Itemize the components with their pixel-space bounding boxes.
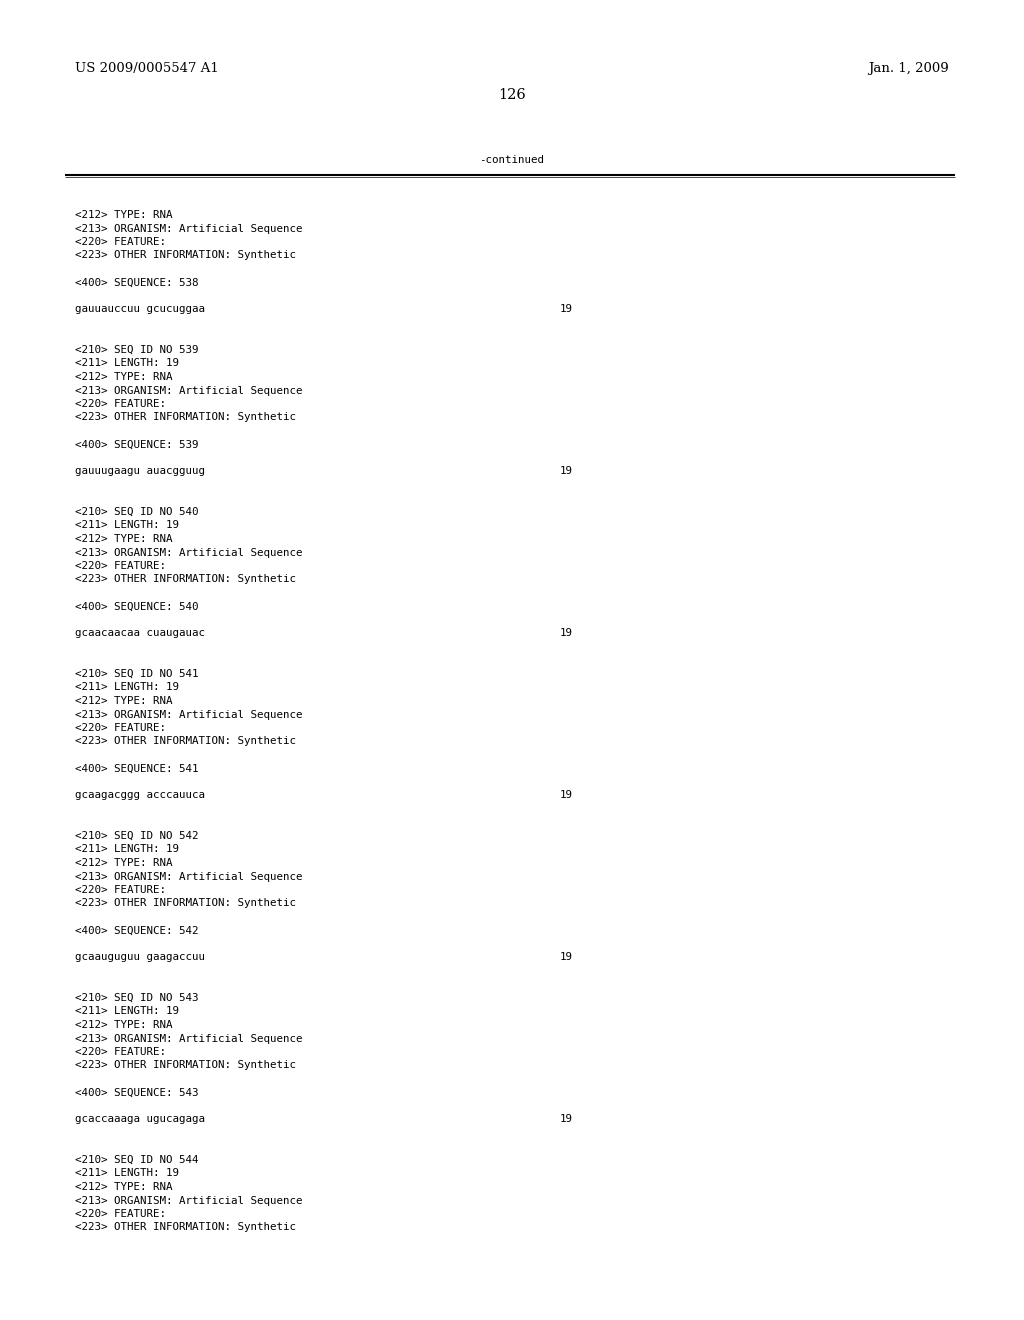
Text: <400> SEQUENCE: 539: <400> SEQUENCE: 539 <box>75 440 199 450</box>
Text: <220> FEATURE:: <220> FEATURE: <box>75 723 166 733</box>
Text: 19: 19 <box>560 628 573 639</box>
Text: <213> ORGANISM: Artificial Sequence: <213> ORGANISM: Artificial Sequence <box>75 1034 302 1044</box>
Text: <220> FEATURE:: <220> FEATURE: <box>75 399 166 409</box>
Text: <223> OTHER INFORMATION: Synthetic: <223> OTHER INFORMATION: Synthetic <box>75 251 296 260</box>
Text: <212> TYPE: RNA: <212> TYPE: RNA <box>75 372 172 381</box>
Text: <223> OTHER INFORMATION: Synthetic: <223> OTHER INFORMATION: Synthetic <box>75 412 296 422</box>
Text: -continued: -continued <box>479 154 545 165</box>
Text: <213> ORGANISM: Artificial Sequence: <213> ORGANISM: Artificial Sequence <box>75 385 302 396</box>
Text: <210> SEQ ID NO 544: <210> SEQ ID NO 544 <box>75 1155 199 1166</box>
Text: gcaccaaaga ugucagaga: gcaccaaaga ugucagaga <box>75 1114 205 1125</box>
Text: <223> OTHER INFORMATION: Synthetic: <223> OTHER INFORMATION: Synthetic <box>75 737 296 747</box>
Text: <211> LENGTH: 19: <211> LENGTH: 19 <box>75 845 179 854</box>
Text: 19: 19 <box>560 953 573 962</box>
Text: <212> TYPE: RNA: <212> TYPE: RNA <box>75 858 172 869</box>
Text: <212> TYPE: RNA: <212> TYPE: RNA <box>75 1020 172 1030</box>
Text: <212> TYPE: RNA: <212> TYPE: RNA <box>75 1181 172 1192</box>
Text: gauuauccuu gcucuggaa: gauuauccuu gcucuggaa <box>75 305 205 314</box>
Text: gcaagacggg acccauuca: gcaagacggg acccauuca <box>75 791 205 800</box>
Text: <210> SEQ ID NO 543: <210> SEQ ID NO 543 <box>75 993 199 1003</box>
Text: 126: 126 <box>498 88 526 102</box>
Text: US 2009/0005547 A1: US 2009/0005547 A1 <box>75 62 219 75</box>
Text: <220> FEATURE:: <220> FEATURE: <box>75 561 166 572</box>
Text: 19: 19 <box>560 1114 573 1125</box>
Text: <213> ORGANISM: Artificial Sequence: <213> ORGANISM: Artificial Sequence <box>75 223 302 234</box>
Text: 19: 19 <box>560 466 573 477</box>
Text: <210> SEQ ID NO 542: <210> SEQ ID NO 542 <box>75 832 199 841</box>
Text: 19: 19 <box>560 305 573 314</box>
Text: <223> OTHER INFORMATION: Synthetic: <223> OTHER INFORMATION: Synthetic <box>75 574 296 585</box>
Text: <400> SEQUENCE: 542: <400> SEQUENCE: 542 <box>75 925 199 936</box>
Text: <211> LENGTH: 19: <211> LENGTH: 19 <box>75 682 179 693</box>
Text: <223> OTHER INFORMATION: Synthetic: <223> OTHER INFORMATION: Synthetic <box>75 899 296 908</box>
Text: <220> FEATURE:: <220> FEATURE: <box>75 884 166 895</box>
Text: <210> SEQ ID NO 541: <210> SEQ ID NO 541 <box>75 669 199 678</box>
Text: <211> LENGTH: 19: <211> LENGTH: 19 <box>75 520 179 531</box>
Text: <220> FEATURE:: <220> FEATURE: <box>75 1047 166 1057</box>
Text: <400> SEQUENCE: 541: <400> SEQUENCE: 541 <box>75 763 199 774</box>
Text: <211> LENGTH: 19: <211> LENGTH: 19 <box>75 1168 179 1179</box>
Text: gauuugaagu auacgguug: gauuugaagu auacgguug <box>75 466 205 477</box>
Text: <212> TYPE: RNA: <212> TYPE: RNA <box>75 210 172 220</box>
Text: <400> SEQUENCE: 543: <400> SEQUENCE: 543 <box>75 1088 199 1097</box>
Text: <212> TYPE: RNA: <212> TYPE: RNA <box>75 696 172 706</box>
Text: <211> LENGTH: 19: <211> LENGTH: 19 <box>75 359 179 368</box>
Text: <220> FEATURE:: <220> FEATURE: <box>75 1209 166 1218</box>
Text: <213> ORGANISM: Artificial Sequence: <213> ORGANISM: Artificial Sequence <box>75 548 302 557</box>
Text: <212> TYPE: RNA: <212> TYPE: RNA <box>75 535 172 544</box>
Text: <400> SEQUENCE: 540: <400> SEQUENCE: 540 <box>75 602 199 611</box>
Text: <213> ORGANISM: Artificial Sequence: <213> ORGANISM: Artificial Sequence <box>75 710 302 719</box>
Text: gcaacaacaa cuaugauac: gcaacaacaa cuaugauac <box>75 628 205 639</box>
Text: <223> OTHER INFORMATION: Synthetic: <223> OTHER INFORMATION: Synthetic <box>75 1060 296 1071</box>
Text: gcaauguguu gaagaccuu: gcaauguguu gaagaccuu <box>75 953 205 962</box>
Text: 19: 19 <box>560 791 573 800</box>
Text: <220> FEATURE:: <220> FEATURE: <box>75 238 166 247</box>
Text: <213> ORGANISM: Artificial Sequence: <213> ORGANISM: Artificial Sequence <box>75 1196 302 1205</box>
Text: Jan. 1, 2009: Jan. 1, 2009 <box>868 62 949 75</box>
Text: <223> OTHER INFORMATION: Synthetic: <223> OTHER INFORMATION: Synthetic <box>75 1222 296 1233</box>
Text: <210> SEQ ID NO 540: <210> SEQ ID NO 540 <box>75 507 199 517</box>
Text: <210> SEQ ID NO 539: <210> SEQ ID NO 539 <box>75 345 199 355</box>
Text: <213> ORGANISM: Artificial Sequence: <213> ORGANISM: Artificial Sequence <box>75 871 302 882</box>
Text: <211> LENGTH: 19: <211> LENGTH: 19 <box>75 1006 179 1016</box>
Text: <400> SEQUENCE: 538: <400> SEQUENCE: 538 <box>75 277 199 288</box>
